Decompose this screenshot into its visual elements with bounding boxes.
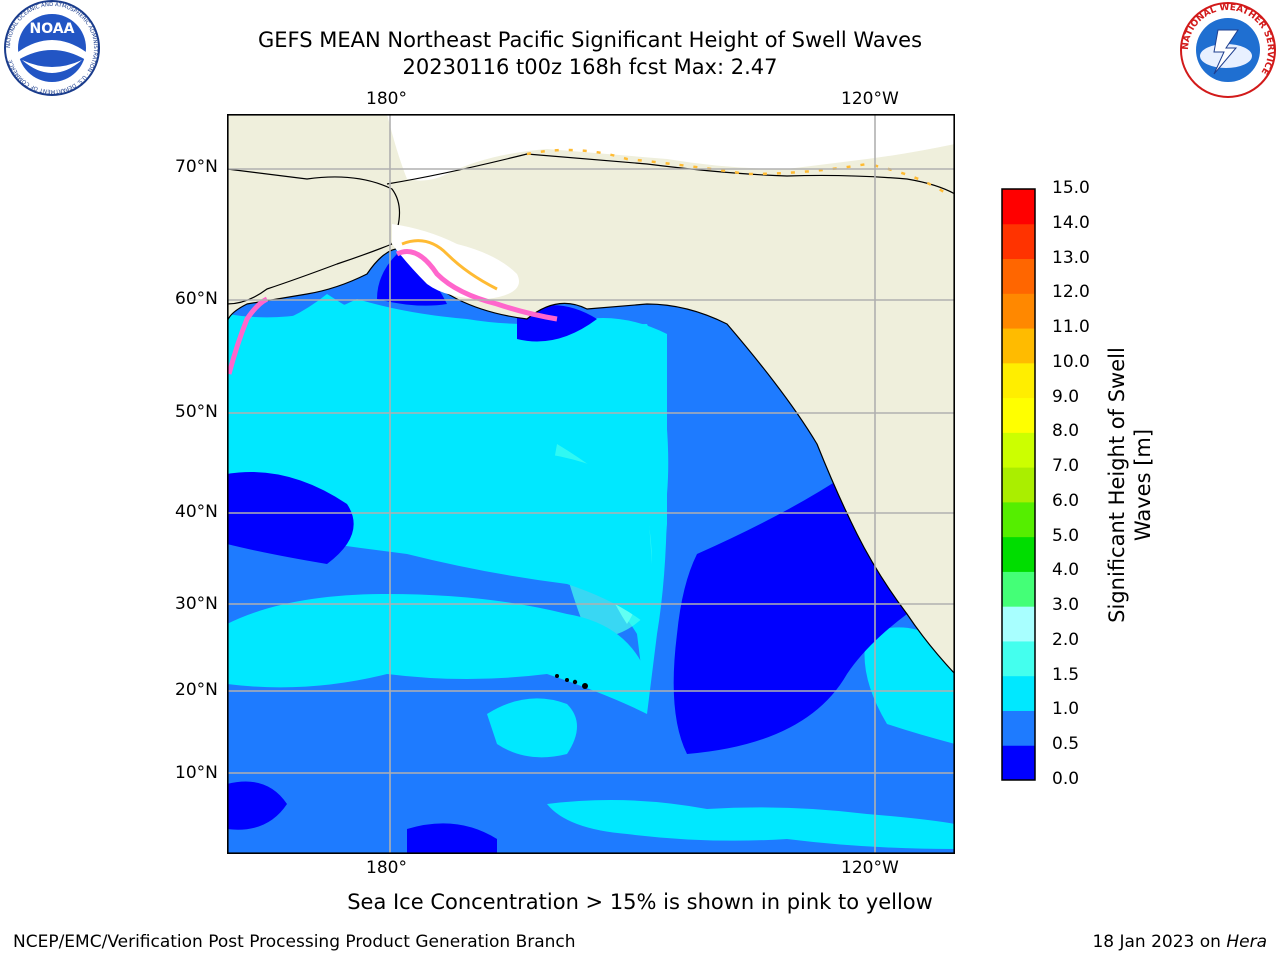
map-border	[227, 114, 955, 854]
lat-label-40n: 40°N	[175, 502, 218, 522]
colorbar-segment	[1002, 675, 1035, 711]
colorbar-tick-label: 0.5	[1052, 734, 1080, 755]
colorbar-tick-label: 13.0	[1052, 247, 1090, 268]
swell-zone-mid	[227, 411, 657, 634]
colorbar-title: Significant Height of Swell Waves [m]	[1105, 347, 1155, 623]
footer-host: Hera	[1226, 932, 1267, 952]
lon-label-bottom-120w: 120°W	[841, 858, 899, 878]
colorbar-tick-label: 1.0	[1052, 699, 1080, 720]
colorbar-tick-label: 14.0	[1052, 212, 1090, 233]
low-swell-south	[407, 823, 497, 854]
colorbar-segment	[1002, 189, 1035, 225]
colorbar-segment	[1002, 362, 1035, 399]
colorbar-segment	[1002, 536, 1035, 572]
lon-label-top-120w: 120°W	[841, 89, 899, 109]
sea-ice-fringe-kamchatka	[227, 296, 269, 375]
colorbar-tick-label: 7.0	[1052, 456, 1080, 477]
colorbar-tick-label: 8.0	[1052, 421, 1080, 442]
nws-logo-icon: NATIONAL WEATHER SERVICE	[1180, 2, 1276, 98]
colorbar-segment	[1002, 293, 1035, 329]
swell-zone-east-cyan	[864, 627, 955, 744]
colorbar-segment	[1002, 710, 1035, 746]
low-swell-bering	[377, 254, 447, 306]
colorbar-segment	[1002, 745, 1035, 781]
colorbar-tick-label: 9.0	[1052, 386, 1080, 407]
colorbar-segment	[1002, 328, 1035, 364]
sea-ice-note: Sea Ice Concentration > 15% is shown in …	[347, 890, 933, 914]
colorbar-segment	[1002, 258, 1035, 294]
noaa-logo-icon: NOAA NATIONAL OCEANIC AND ATMOSPHERIC AD…	[4, 0, 100, 96]
lat-label-60n: 60°N	[175, 289, 218, 309]
colorbar-segment	[1002, 397, 1035, 433]
footer-date: 18 Jan 2023 on Hera	[1092, 932, 1267, 952]
no-data-arctic	[387, 114, 955, 181]
footer-date-text: 18 Jan 2023 on	[1092, 932, 1227, 952]
swell-zone-central-lower	[227, 594, 647, 714]
colorbar-tick-label: 6.0	[1052, 490, 1080, 511]
colorbar-segment	[1002, 606, 1035, 642]
sea-ice-fringe-bering	[395, 249, 558, 322]
colorbar-tick-label: 2.0	[1052, 629, 1080, 650]
land-north	[227, 114, 955, 675]
noaa-logo-text: NOAA	[30, 21, 75, 37]
colorbar-tick-label: 5.0	[1052, 525, 1080, 546]
lat-label-10n: 10°N	[175, 763, 218, 783]
colorbar-segment	[1002, 571, 1035, 607]
colorbar-segment	[1002, 223, 1035, 260]
low-swell-sw	[227, 781, 287, 830]
sea-ice-fringe-bering-yellow	[401, 239, 498, 291]
colorbar-tick-label: 3.0	[1052, 595, 1080, 616]
graticule	[227, 114, 955, 854]
map-panel	[227, 114, 955, 854]
lat-label-50n: 50°N	[175, 402, 218, 422]
lat-label-70n: 70°N	[175, 157, 218, 177]
lon-label-top-180: 180°	[366, 89, 407, 109]
colorbar-tick-label: 15.0	[1052, 178, 1090, 198]
swell-zone-south-band	[547, 800, 955, 849]
colorbar-tick-label: 0.0	[1052, 769, 1080, 789]
colorbar	[1001, 188, 1036, 781]
lat-label-30n: 30°N	[175, 594, 218, 614]
colorbar-frame	[1001, 188, 1036, 781]
footer-credit: NCEP/EMC/Verification Post Processing Pr…	[13, 932, 576, 952]
lat-label-20n: 20°N	[175, 680, 218, 700]
map-subtitle: 20230116 t00z 168h fcst Max: 2.47	[402, 55, 778, 79]
low-swell-east	[673, 474, 907, 754]
lon-label-bottom-180: 180°	[366, 858, 407, 878]
swell-zone-hawaii	[487, 698, 577, 758]
colorbar-segment	[1002, 501, 1035, 538]
colorbar-tick-label: 11.0	[1052, 317, 1090, 338]
low-swell-west	[227, 472, 354, 564]
colorbar-segment	[1002, 640, 1035, 677]
hawaii-islands	[555, 674, 588, 689]
colorbar-tick-label: 4.0	[1052, 560, 1080, 581]
colorbar-tick-label: 10.0	[1052, 351, 1090, 372]
land-mexico	[907, 114, 955, 659]
colorbar-tick-label: 1.5	[1052, 664, 1080, 685]
colorbar-segment	[1002, 467, 1035, 503]
colorbar-segment	[1002, 432, 1035, 468]
colorbar-tick-label: 12.0	[1052, 282, 1090, 303]
map-title: GEFS MEAN Northeast Pacific Significant …	[257, 28, 923, 52]
swell-north-high	[277, 354, 667, 534]
